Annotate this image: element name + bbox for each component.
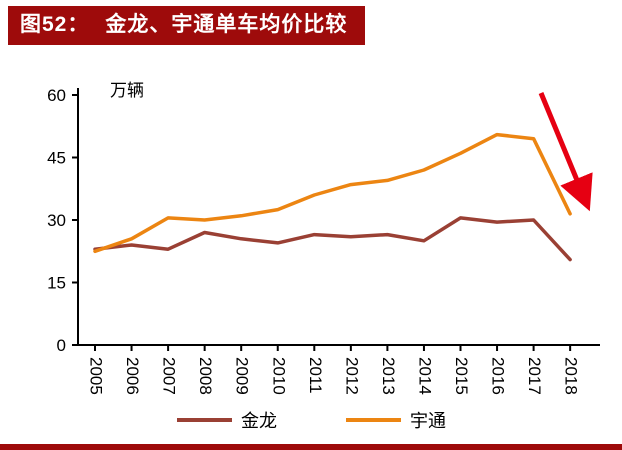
x-tick-label: 2012: [342, 357, 361, 395]
figure-number: 图52：: [20, 13, 90, 36]
x-tick-label: 2007: [160, 357, 179, 395]
x-tick-label: 2016: [489, 357, 508, 395]
x-tick-label: 2014: [415, 357, 434, 395]
legend-label-1: 宇通: [410, 411, 446, 431]
decline-arrow: [538, 92, 593, 212]
x-tick-label: 2005: [87, 357, 106, 395]
y-tick-label: 30: [47, 211, 66, 230]
x-tick-label: 2013: [379, 357, 398, 395]
legend-label-0: 金龙: [241, 411, 277, 431]
x-tick-label: 2018: [562, 357, 581, 395]
y-tick-label: 15: [47, 274, 66, 293]
x-tick-label: 2011: [306, 357, 325, 394]
series-line-1: [93, 132, 572, 254]
y-tick-label: 45: [47, 149, 66, 168]
x-tick-label: 2015: [452, 357, 471, 395]
figure-title-bar: 图52： 金龙、宇通单车均价比较: [8, 6, 366, 45]
y-tick-label: 0: [57, 336, 66, 355]
x-tick-label: 2006: [123, 357, 142, 395]
x-tick-label: 2009: [233, 357, 252, 395]
figure-title: 金龙、宇通单车均价比较: [105, 13, 348, 36]
x-tick-label: 2010: [269, 357, 288, 395]
footer-accent-bar: [0, 444, 622, 450]
series-line-0: [93, 216, 572, 262]
x-tick-label: 2008: [196, 357, 215, 395]
x-tick-label: 2017: [525, 357, 544, 395]
y-tick-label: 60: [47, 86, 66, 105]
unit-label: 万辆: [110, 81, 144, 100]
